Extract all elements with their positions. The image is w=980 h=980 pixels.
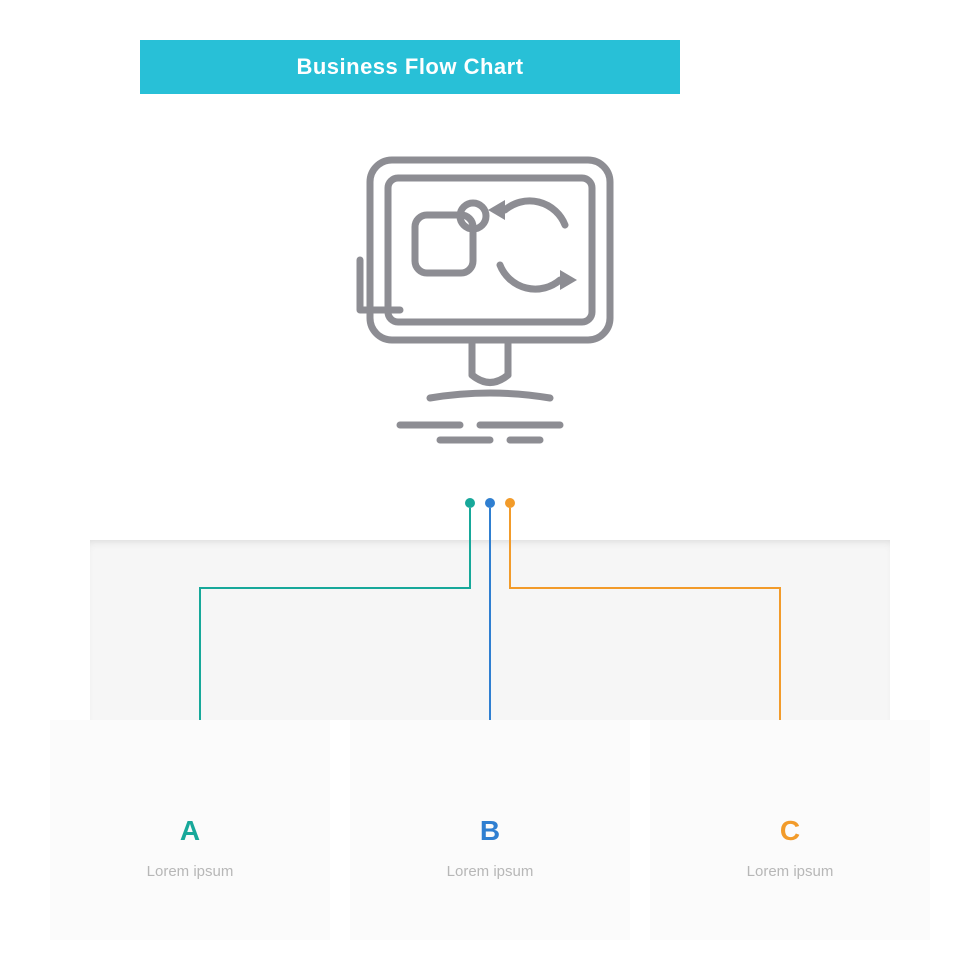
title-banner: Business Flow Chart xyxy=(140,40,680,94)
column-a-body: Lorem ipsum xyxy=(78,861,302,882)
dot-b xyxy=(485,498,495,508)
title-text: Business Flow Chart xyxy=(296,54,523,80)
columns-row: A Lorem ipsum B Lorem ipsum C Lorem ipsu… xyxy=(50,720,930,940)
dot-c xyxy=(505,498,515,508)
dot-a xyxy=(465,498,475,508)
column-a: A Lorem ipsum xyxy=(50,720,330,940)
column-c-body: Lorem ipsum xyxy=(678,861,902,882)
column-b-letter: B xyxy=(378,815,602,847)
column-c: C Lorem ipsum xyxy=(650,720,930,940)
connector-panel xyxy=(90,540,890,720)
column-b: B Lorem ipsum xyxy=(350,720,630,940)
column-a-letter: A xyxy=(78,815,302,847)
connector-dots xyxy=(465,498,515,508)
column-c-letter: C xyxy=(678,815,902,847)
monitor-sync-icon xyxy=(330,140,650,460)
column-b-body: Lorem ipsum xyxy=(378,861,602,882)
